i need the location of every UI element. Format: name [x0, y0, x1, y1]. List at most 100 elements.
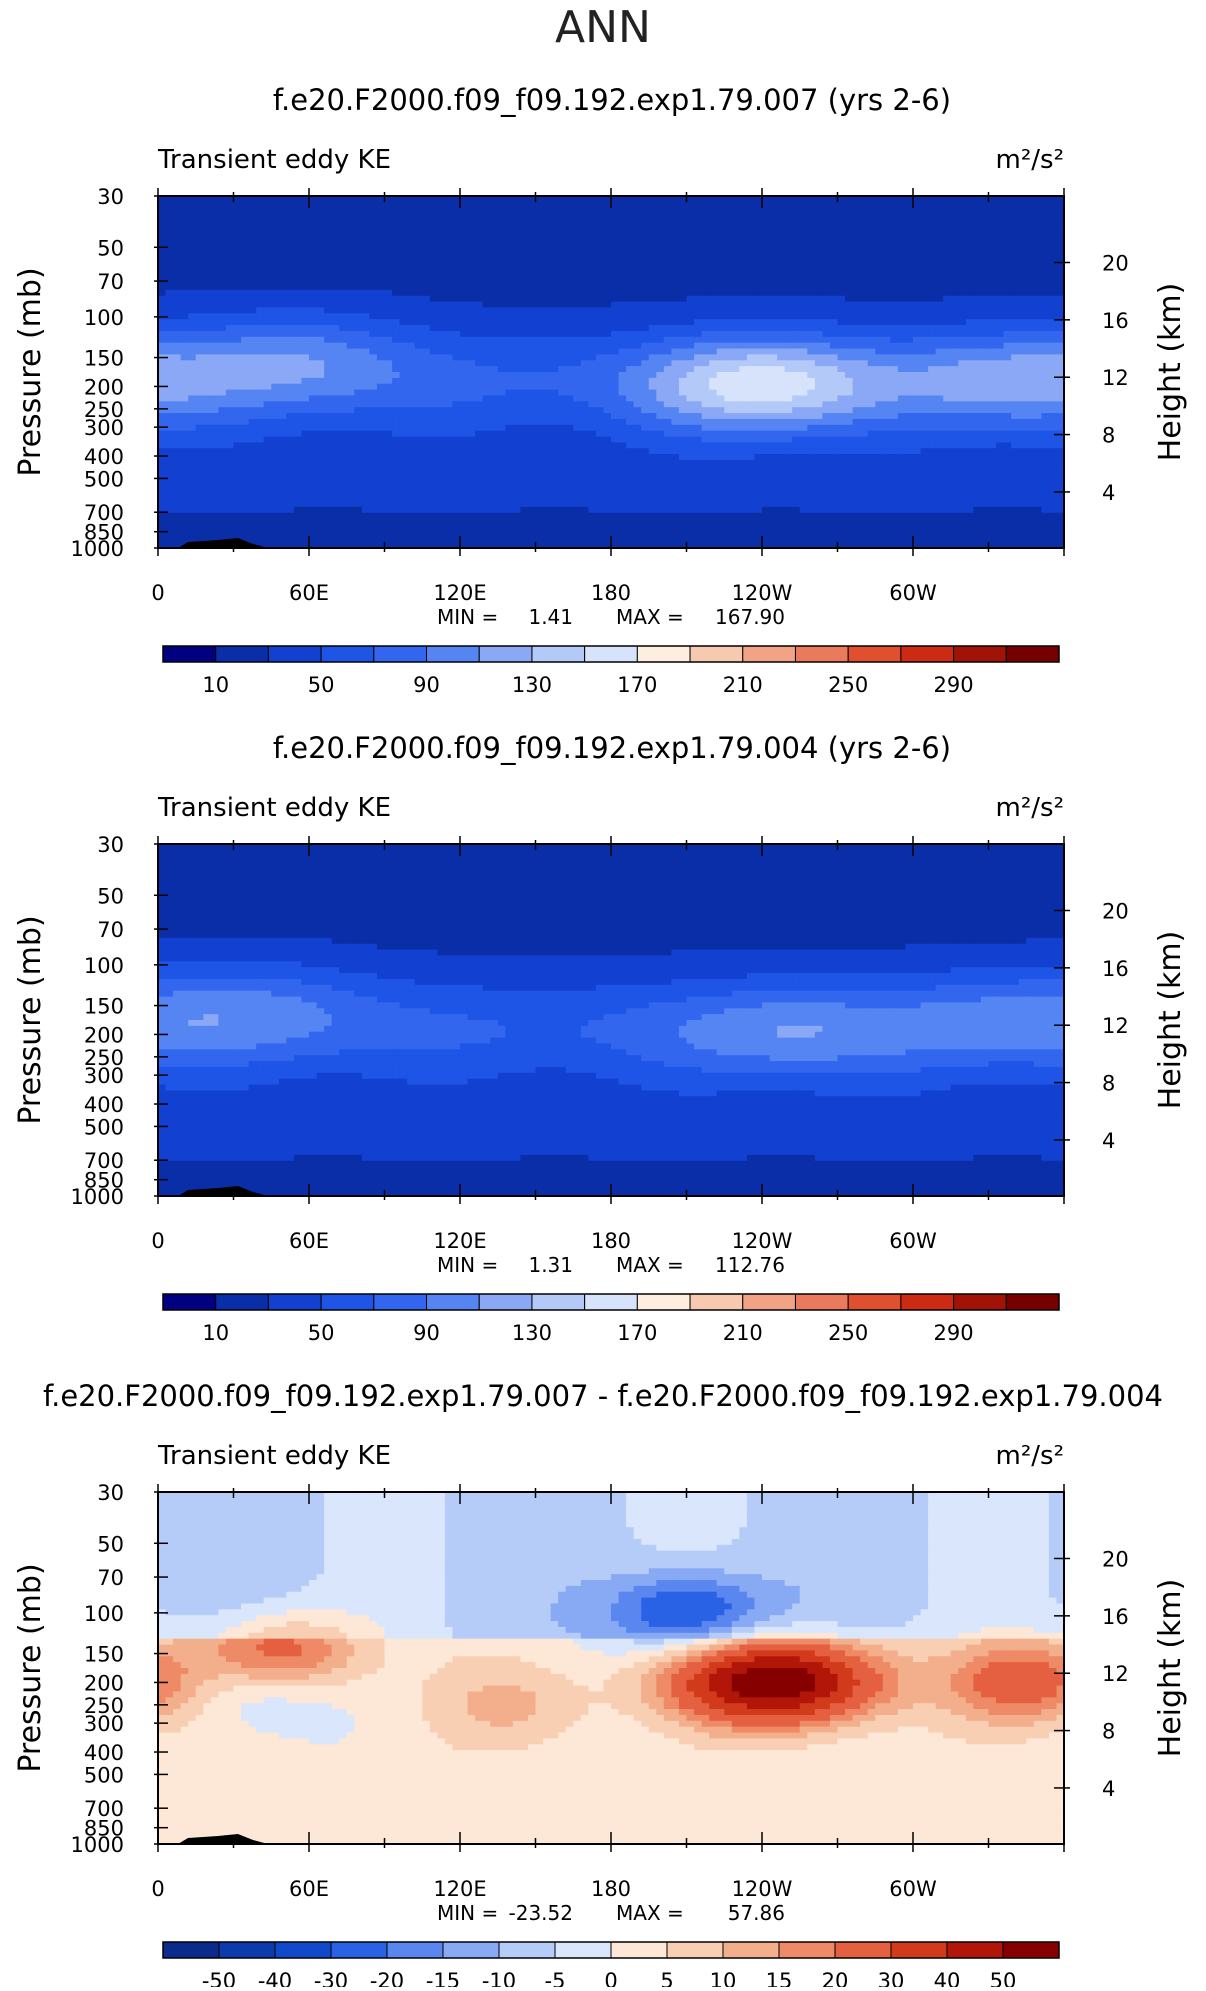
field-cell	[384, 242, 393, 250]
field-cell	[935, 336, 944, 344]
field-cell	[392, 237, 401, 244]
field-cell	[754, 401, 763, 408]
field-cell	[988, 207, 997, 215]
field-cell	[361, 266, 370, 273]
field-cell	[1011, 319, 1020, 326]
field-cell	[724, 360, 733, 367]
field-cell	[376, 266, 386, 273]
field-cell	[429, 401, 438, 408]
field-cell	[241, 213, 250, 221]
field-cell	[777, 207, 786, 215]
field-cell	[611, 231, 620, 238]
field-cell	[958, 225, 967, 232]
field-cell	[965, 424, 974, 432]
field-cell	[512, 266, 521, 273]
field-cell	[897, 418, 907, 426]
field-cell	[633, 325, 642, 332]
field-cell	[867, 313, 876, 320]
field-cell	[165, 389, 174, 397]
field-cell	[678, 342, 688, 350]
field-cell	[437, 225, 446, 232]
field-cell	[309, 389, 318, 397]
field-cell	[671, 201, 680, 209]
field-cell	[709, 231, 718, 238]
field-cell	[520, 389, 529, 397]
field-cell	[331, 389, 340, 397]
field-cell	[792, 342, 801, 350]
field-cell	[701, 336, 710, 344]
field-cell	[475, 196, 484, 203]
field-cell	[422, 366, 431, 373]
field-cell	[278, 413, 287, 420]
field-cell	[633, 413, 642, 420]
field-cell	[807, 231, 816, 238]
field-cell	[792, 366, 801, 373]
field-cell	[444, 219, 454, 226]
field-cell	[263, 330, 272, 338]
field-cell	[573, 360, 582, 367]
field-cell	[497, 207, 506, 215]
field-cell	[829, 266, 839, 273]
field-cell	[535, 295, 544, 303]
field-cell	[837, 395, 846, 402]
field-cell	[897, 284, 907, 291]
field-cell	[618, 348, 627, 355]
field-cell	[837, 342, 846, 350]
field-cell	[565, 342, 574, 350]
field-cell	[497, 401, 506, 408]
field-cell	[558, 201, 567, 209]
field-cell	[369, 389, 378, 397]
field-cell	[550, 295, 559, 303]
field-cell	[527, 436, 537, 443]
field-cell	[777, 366, 786, 373]
field-cell	[210, 266, 219, 273]
field-cell	[678, 266, 688, 273]
field-cell	[852, 248, 861, 256]
field-cell	[739, 360, 748, 367]
field-cell	[414, 313, 423, 320]
field-cell	[429, 377, 438, 385]
field-cell	[535, 395, 544, 402]
field-cell	[1041, 383, 1050, 391]
field-cell	[928, 389, 937, 397]
field-cell	[422, 342, 431, 350]
field-cell	[1026, 242, 1035, 250]
field-cell	[361, 219, 370, 226]
field-cell	[890, 196, 899, 203]
field-cell	[996, 196, 1005, 203]
field-cell	[1056, 295, 1064, 303]
field-cell	[724, 295, 733, 303]
field-cell	[890, 231, 899, 238]
field-cell	[376, 237, 386, 244]
field-cell	[1033, 301, 1042, 309]
field-cell	[595, 307, 605, 314]
field-cell	[1026, 201, 1035, 209]
field-cell	[346, 430, 355, 438]
field-cell	[754, 201, 763, 209]
field-cell	[829, 248, 839, 256]
field-cell	[595, 301, 605, 309]
field-cell	[444, 272, 454, 279]
field-cell	[1048, 231, 1058, 238]
field-cell	[346, 354, 355, 361]
field-cell	[709, 389, 718, 397]
field-cell	[973, 395, 982, 402]
field-cell	[369, 401, 378, 408]
field-cell	[422, 231, 431, 238]
field-cell	[777, 295, 786, 303]
field-cell	[739, 313, 748, 320]
field-cell	[784, 401, 793, 408]
field-cell	[225, 360, 235, 367]
field-cell	[943, 301, 952, 309]
field-cell	[897, 383, 907, 391]
field-cell	[195, 266, 204, 273]
field-cell	[550, 219, 559, 226]
field-cell	[278, 295, 287, 303]
field-cell	[965, 342, 974, 350]
field-cell	[777, 354, 786, 361]
field-cell	[988, 401, 997, 408]
field-cell	[746, 313, 756, 320]
field-cell	[1041, 248, 1050, 256]
field-cell	[935, 389, 944, 397]
field-cell	[407, 389, 416, 397]
